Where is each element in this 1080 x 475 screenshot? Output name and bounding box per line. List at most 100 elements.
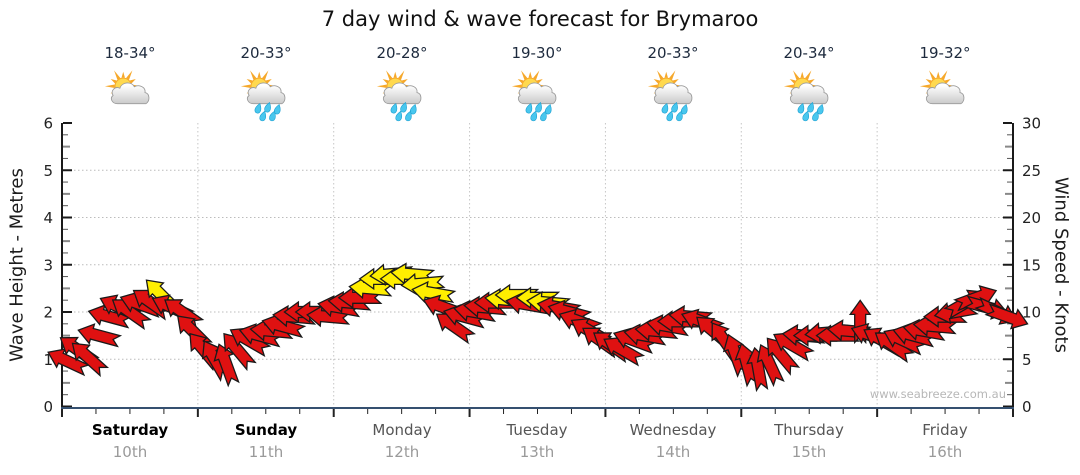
raindrop [671,102,678,113]
wind-arrow [668,304,714,328]
wind-arrow [863,327,906,358]
sun-ray [121,71,125,78]
wind-arrow [933,302,979,325]
sun-ray [789,79,796,84]
chart-title: 7 day wind & wave forecast for Brymaroo [321,7,759,31]
raindrop [525,103,533,114]
sun-ray [783,84,794,89]
wind-arrow [238,323,284,348]
wind-arrow [442,304,488,329]
wind-arrow [411,280,457,304]
sun-ray [114,70,121,80]
wind-arrow [943,289,986,320]
wind-arrow [756,343,785,388]
day-date: 14th [655,443,691,461]
sun-ray [240,84,251,89]
wind-arrow [261,313,307,339]
wind-arrow [974,296,1018,325]
sun-ray [800,71,804,78]
raindrop [797,103,805,114]
wind-arrow [400,272,446,296]
wind-arrow [815,324,861,347]
right-axis-tick-label: 10 [1022,304,1041,322]
wind-arrow [912,314,958,337]
wind-arrow [792,324,838,347]
wind-arrow [570,317,613,348]
sun-ray [944,79,951,84]
raindrop [680,103,688,115]
day-date: 11th [248,443,284,461]
sun-cloud-glyph [919,70,965,105]
day-label: Saturday 10th [58,421,202,461]
sun-ray [672,79,679,84]
sun-ray [919,84,930,89]
wind-arrow [369,263,415,286]
wind-arrow [773,332,815,362]
wind-arrow [547,299,593,324]
wind-arrow [283,300,329,324]
raindrop [259,110,267,122]
wind-arrow [87,304,133,329]
raindrop [676,110,683,122]
sun-ray [521,70,528,80]
wind-arrow [390,262,436,285]
sun-ray [386,70,393,80]
temperature-range: 18-34° [104,44,156,62]
sun-ray [376,84,387,89]
wind-arrow [189,332,223,372]
wind-arrow [176,315,213,352]
sun-cloud-rain-glyph [647,70,693,122]
day-date: 15th [791,443,827,461]
wind-arrow [680,308,726,335]
raindrop [812,110,819,122]
right-axis-tick-label: 15 [1022,256,1041,274]
day-label: Monday 12th [330,421,474,461]
sun-ray [393,71,397,78]
left-axis-title: Wave Height - Metres [6,168,28,362]
sun-ray [511,84,522,89]
left-axis-tick-label: 3 [43,256,53,274]
sun-cloud-rain-glyph [511,70,557,122]
sun-ray [265,79,272,84]
sun-ray [664,71,668,78]
wind-arrow [883,327,927,356]
wind-arrow [922,305,968,328]
wind-arrow [59,336,100,368]
sun-ray [647,84,658,89]
wind-arrow [223,332,257,372]
wind-arrow [119,291,164,318]
wind-arrow [623,323,669,346]
right-axis-tick-label: 0 [1022,398,1032,416]
day-date: 10th [112,443,148,461]
day-name: Saturday [91,421,169,439]
sun-ray [536,79,543,84]
left-axis-tick-label: 4 [43,209,53,227]
sun-cloud-rain-glyph [240,70,286,122]
wind-arrow [484,287,530,311]
sun-ray [528,71,532,78]
sun-ray [929,70,936,80]
sun-ray [657,70,664,80]
wind-arrow [746,346,769,393]
wind-arrow [435,313,476,345]
wind-arrow [229,327,272,358]
wind-arrow [656,310,702,333]
cloud [518,82,557,105]
raindrop [273,103,281,115]
wind-arrow [963,295,1009,320]
cloud [654,82,693,105]
sun-ray [262,70,269,80]
wind-arrow [463,295,509,318]
wind-arrow [536,295,582,318]
sun-ray [669,70,676,80]
sun-ray [129,79,136,84]
left-axis-tick-label: 2 [43,304,53,322]
raindrop [390,103,398,114]
right-axis-tick-label: 25 [1022,162,1041,180]
wind-arrow [603,336,646,367]
wind-arrow [99,294,143,323]
sun-ray [246,79,253,84]
day-label: Friday 16th [873,421,1017,461]
wind-arrow [645,314,692,337]
